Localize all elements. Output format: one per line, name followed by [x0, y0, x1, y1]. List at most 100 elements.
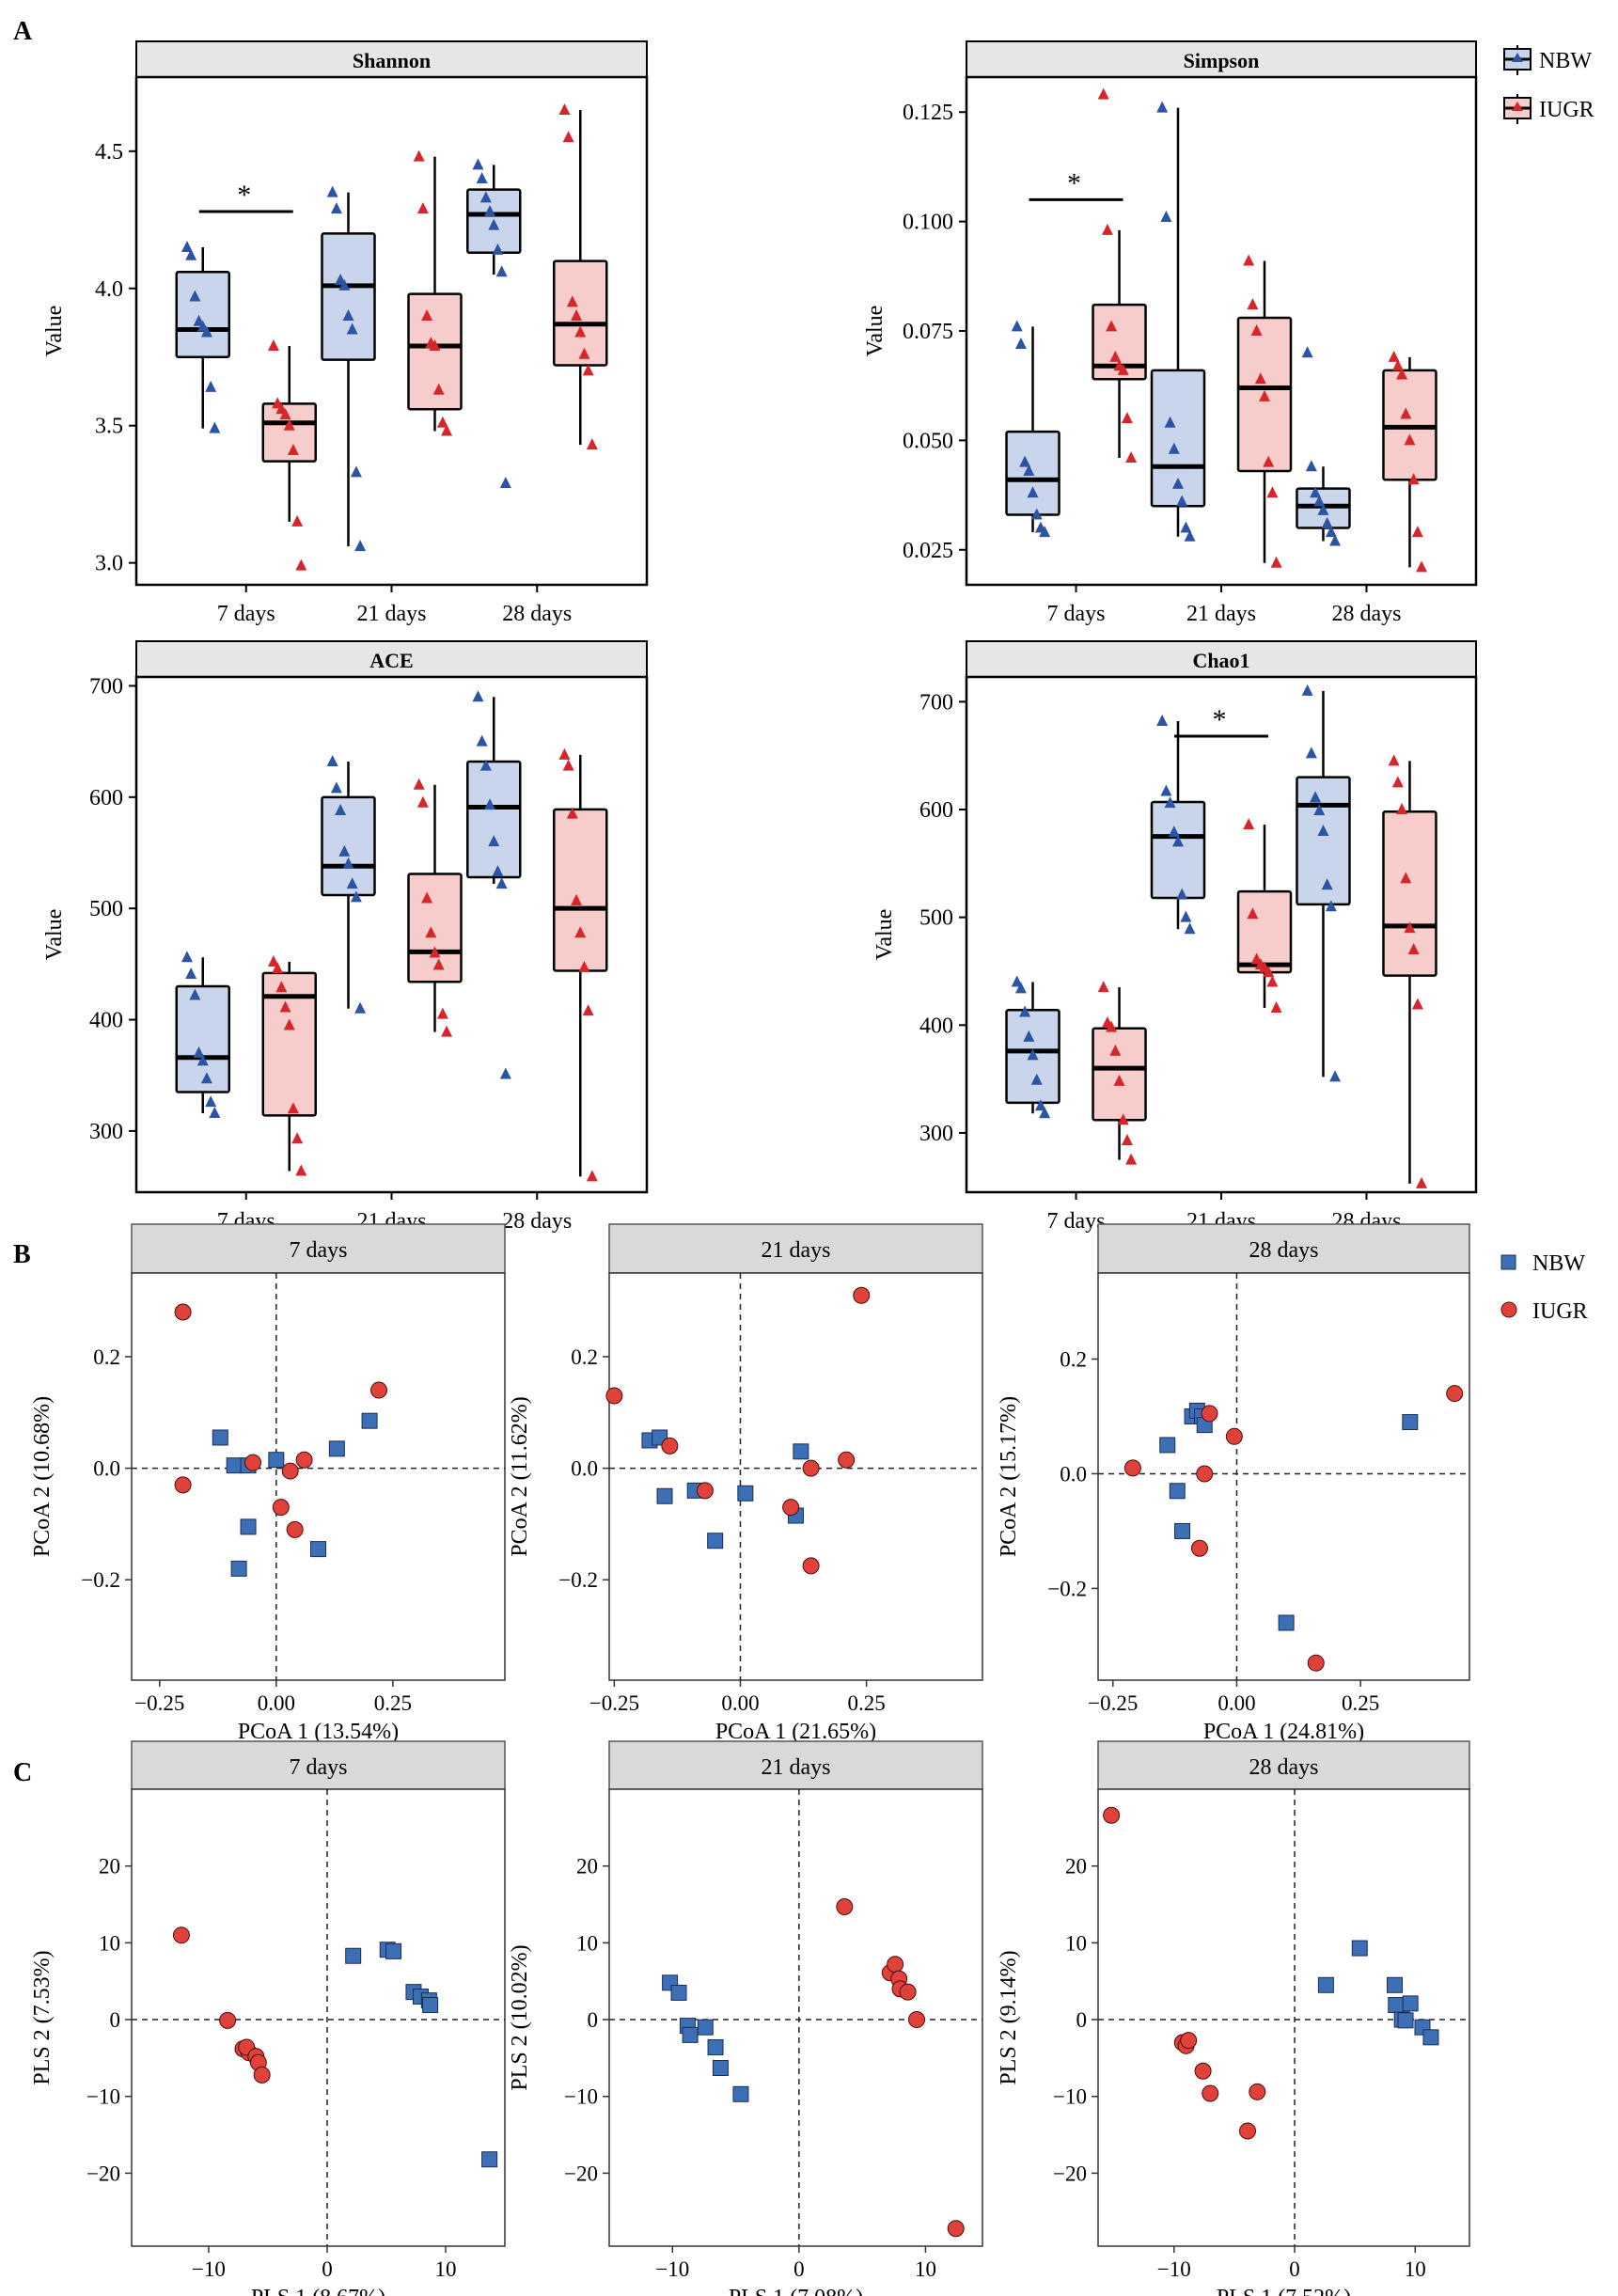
data-point-iugr	[1225, 1427, 1243, 1445]
data-point	[279, 1000, 291, 1013]
data-point	[181, 951, 193, 963]
data-point-nbw	[1388, 1997, 1405, 2014]
data-point	[193, 1046, 205, 1059]
x-axis-label: PLS 1 (7.52%)	[1217, 2286, 1351, 2296]
data-point	[1117, 1113, 1129, 1125]
data-point	[1176, 888, 1188, 900]
data-point-iugr	[1249, 2083, 1266, 2100]
boxplot-shannon: Shannon 3.0 3.5 4.0 4.5 Value 7 days 21 days 28 …	[42, 40, 649, 626]
data-point	[335, 804, 347, 816]
data-point	[209, 1106, 221, 1118]
data-point	[1329, 534, 1342, 546]
data-point	[1305, 747, 1317, 759]
y-tick-label: 3.5	[95, 415, 123, 439]
data-point	[1325, 900, 1337, 912]
box	[175, 984, 230, 1093]
x-tick-label: 21 days	[357, 602, 427, 626]
box	[1092, 1027, 1147, 1122]
data-point	[279, 408, 291, 420]
data-point	[1014, 337, 1027, 349]
y-axis-label: Value	[863, 306, 888, 357]
data-point	[432, 383, 445, 395]
data-point	[441, 1025, 453, 1037]
y-tick-label: 0.075	[903, 320, 953, 344]
y-axis-label: PLS 2 (9.14%)	[997, 1950, 1021, 2084]
data-point	[291, 1132, 304, 1144]
box-nbw-2	[1150, 715, 1206, 935]
data-point	[436, 1007, 448, 1019]
data-point	[495, 265, 508, 277]
data-point-iugr	[281, 1462, 299, 1480]
strip-header	[135, 640, 648, 678]
strip-header	[608, 1223, 983, 1274]
data-point	[1164, 416, 1176, 428]
data-point	[476, 172, 488, 183]
data-point	[1180, 521, 1192, 533]
data-point	[1396, 803, 1408, 815]
legend-boxplot: NBW IUGR	[1503, 45, 1594, 124]
data-point	[189, 988, 201, 1000]
y-tick-label: 20	[99, 1855, 120, 1879]
data-point-nbw	[230, 1560, 247, 1577]
data-point-iugr	[253, 2066, 271, 2084]
data-point	[1030, 508, 1043, 520]
box-iugr-1	[261, 339, 317, 571]
data-point	[1266, 486, 1279, 498]
x-tick-label: −0.25	[1088, 1691, 1138, 1715]
data-point	[495, 877, 508, 889]
data-point-nbw	[670, 1984, 687, 2001]
data-point	[558, 103, 571, 116]
data-point	[484, 205, 496, 217]
x-tick-label: −10	[655, 2257, 689, 2281]
data-point	[1168, 826, 1180, 838]
data-point-iugr	[286, 1520, 304, 1538]
x-tick-label: −10	[192, 2257, 226, 2281]
data-point-iugr	[1196, 1465, 1214, 1483]
circle-icon	[1500, 1301, 1517, 1318]
data-point	[582, 1004, 594, 1016]
x-tick-label: 7 days	[217, 602, 275, 626]
data-point	[472, 158, 484, 170]
data-point	[492, 243, 504, 255]
data-point	[209, 421, 221, 433]
box-iugr-3	[553, 103, 608, 450]
data-point	[342, 857, 354, 869]
data-point	[1125, 451, 1138, 463]
square-icon	[1500, 1254, 1516, 1270]
chart-title: ACE	[369, 649, 413, 672]
data-point	[558, 747, 571, 760]
data-point-iugr	[1180, 2032, 1198, 2050]
data-point	[1030, 1073, 1043, 1085]
data-point	[1243, 254, 1255, 266]
x-tick-label: 28 days	[502, 602, 572, 626]
data-point	[1270, 1000, 1282, 1013]
data-point-nbw	[732, 2085, 749, 2102]
data-point	[1109, 1044, 1122, 1056]
data-point	[1101, 223, 1113, 235]
data-point-nbw	[481, 2151, 498, 2168]
y-tick-label: 0.125	[903, 101, 953, 125]
x-axis-label: PCoA 1 (13.54%)	[238, 1720, 399, 1744]
y-tick-label: 600	[919, 798, 953, 823]
box-nbw-1	[175, 951, 230, 1118]
x-tick-label: 7 days	[1047, 1209, 1106, 1234]
data-point-nbw	[422, 1997, 439, 2014]
data-point	[432, 958, 445, 970]
data-point	[1011, 320, 1023, 332]
data-point	[574, 325, 587, 338]
y-tick-label: 500	[89, 897, 123, 921]
strip-header	[1097, 1740, 1470, 1790]
y-tick-label: 3.0	[95, 552, 123, 576]
data-point	[1097, 981, 1109, 993]
data-point	[287, 1102, 299, 1114]
box-nbw-2	[1150, 101, 1206, 542]
plot-area	[131, 1788, 506, 2247]
y-tick-label: 0.100	[903, 211, 953, 235]
box	[261, 402, 317, 463]
data-point	[185, 967, 197, 980]
data-point	[354, 540, 367, 552]
data-point	[492, 865, 504, 877]
data-point	[1014, 982, 1027, 994]
y-tick-label: 400	[89, 1009, 123, 1033]
y-tick-label: 0.2	[1060, 1347, 1087, 1371]
